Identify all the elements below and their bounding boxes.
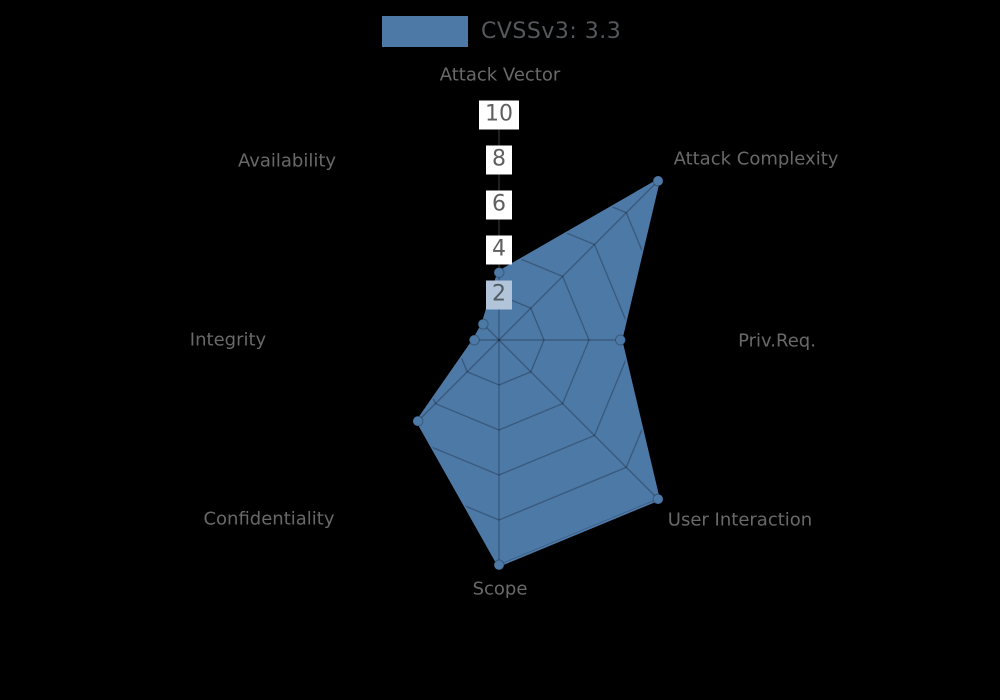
series-polygon	[416, 179, 660, 567]
vertex-marker	[477, 318, 489, 330]
legend-swatch	[382, 16, 468, 47]
legend: CVSSv3: 3.3	[382, 16, 621, 47]
axis-label-attack-vector: Attack Vector	[439, 64, 561, 86]
radial-tick-10: 10	[479, 100, 519, 130]
vertex-marker	[412, 415, 424, 427]
vertex-marker	[615, 334, 626, 346]
axis-label-availability: Availability	[237, 150, 337, 172]
grid-spoke	[498, 339, 659, 500]
axis-label-attack-complexity: Attack Complexity	[673, 148, 839, 170]
legend-label: CVSSv3: 3.3	[481, 19, 622, 44]
vertex-marker	[652, 493, 664, 505]
radial-tick-2: 2	[486, 280, 512, 310]
radial-tick-4: 4	[486, 235, 512, 265]
axis-label-scope: Scope	[472, 578, 528, 600]
grid-spoke	[417, 180, 500, 341]
grid-ring	[417, 204, 635, 476]
vertex-marker	[493, 267, 505, 278]
vertex-marker	[468, 334, 480, 346]
vertex-marker	[493, 559, 505, 571]
radial-tick-8: 8	[486, 145, 512, 175]
axis-label-user-interaction: User Interaction	[667, 509, 813, 531]
axis-label-priv-req: Priv.Req.	[738, 330, 816, 352]
grid-spoke	[498, 180, 659, 341]
axis-label-integrity: Integrity	[189, 329, 267, 351]
vertex-marker	[652, 175, 664, 187]
radial-tick-6: 6	[486, 190, 512, 220]
axis-label-confidentiality: Confidentiality	[203, 508, 335, 530]
